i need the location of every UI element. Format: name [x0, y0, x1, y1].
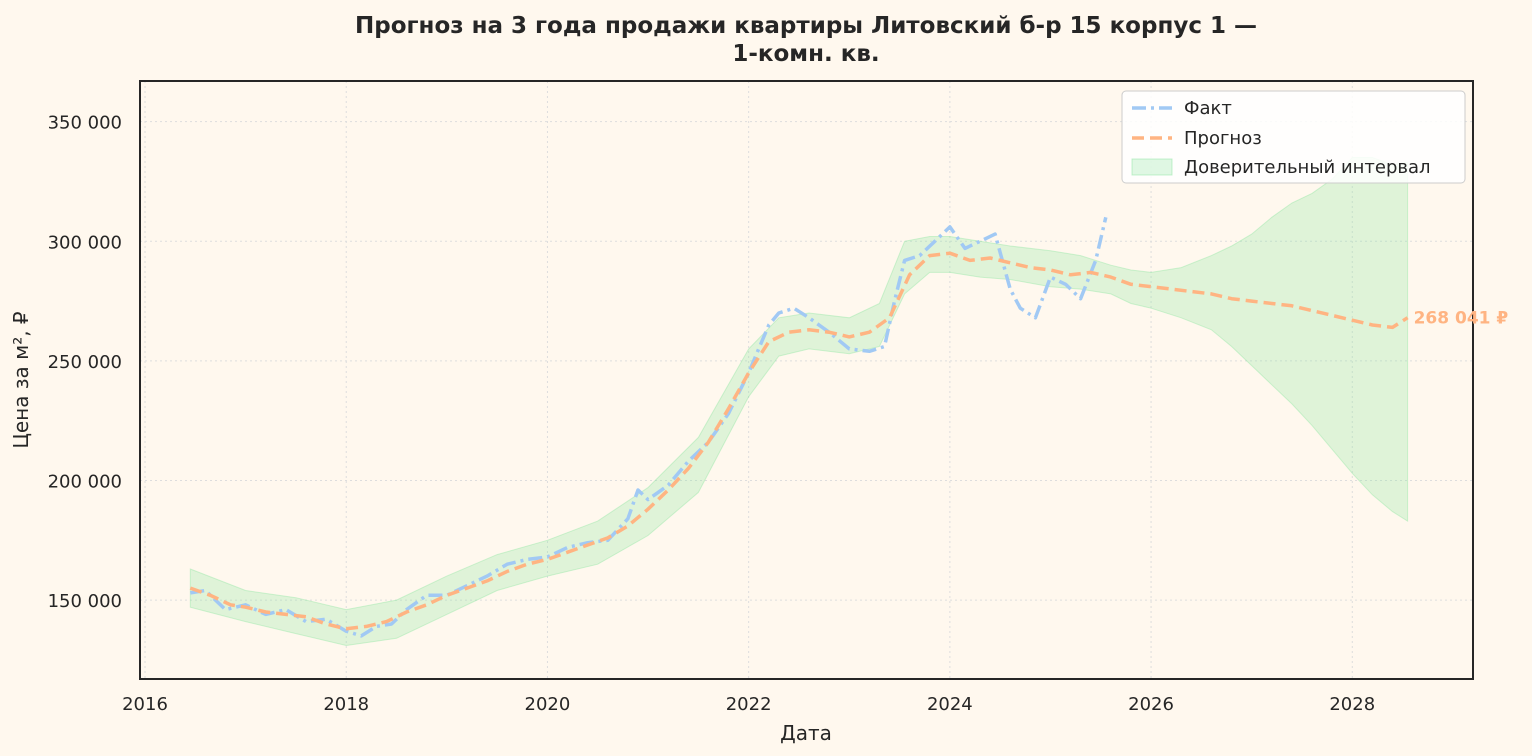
x-tick-label: 2022: [726, 694, 772, 715]
x-tick-label: 2016: [122, 694, 168, 715]
chart-title-line-1: Прогноз на 3 года продажи квартиры Литов…: [355, 13, 1257, 39]
chart-title: Прогноз на 3 года продажи квартиры Литов…: [355, 13, 1257, 67]
y-tick-label: 150 000: [48, 591, 122, 612]
confidence-band-area: [189, 157, 1409, 647]
x-axis-label: Дата: [780, 721, 832, 745]
y-axis-label: Цена за м², ₽: [9, 311, 33, 449]
legend-entry-label: Факт: [1184, 98, 1232, 119]
legend-entry-label: Доверительный интервал: [1184, 157, 1431, 178]
legend-interval-swatch: [1131, 158, 1173, 176]
chart-title-line-2: 1-комн. кв.: [732, 41, 879, 67]
plot-frame: [139, 80, 1474, 680]
x-tick-label: 2018: [323, 694, 369, 715]
confidence-band: [189, 157, 1409, 647]
x-tick-label: 2020: [525, 694, 571, 715]
forecast-end-label: 268 041 ₽: [1414, 309, 1509, 329]
x-tick-label: 2024: [927, 694, 973, 715]
x-axis-ticks: 2016 2018 2020 2022 2024 2026 2028: [122, 694, 1375, 715]
legend-entry-label: Прогноз: [1184, 128, 1262, 149]
x-tick-label: 2026: [1128, 694, 1174, 715]
y-tick-label: 200 000: [48, 471, 122, 492]
y-tick-label: 300 000: [48, 232, 122, 253]
y-tick-label: 350 000: [48, 113, 122, 134]
forecast-series-line: [189, 251, 1409, 631]
fact-series-line: [190, 216, 1108, 638]
legend-box: [1121, 90, 1466, 184]
y-axis-ticks: 150 000 200 000 250 000 300 000 350 000: [48, 113, 122, 612]
x-tick-label: 2028: [1329, 694, 1375, 715]
y-tick-label: 250 000: [48, 352, 122, 373]
legend: Факт Прогноз Доверительный интервал: [1121, 90, 1466, 184]
series-lines: [189, 216, 1409, 638]
